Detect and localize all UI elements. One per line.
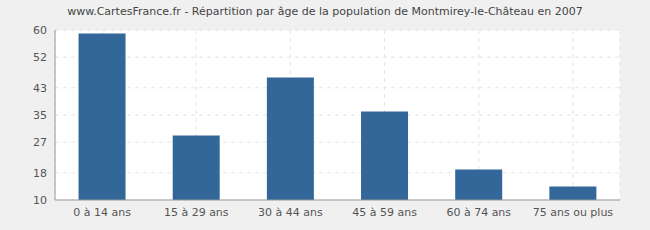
svg-text:60 à 74 ans: 60 à 74 ans: [446, 206, 511, 219]
svg-text:75 ans ou plus: 75 ans ou plus: [533, 206, 614, 219]
svg-text:15 à 29 ans: 15 à 29 ans: [164, 206, 229, 219]
svg-text:18: 18: [33, 167, 47, 180]
svg-text:60: 60: [33, 24, 47, 37]
svg-text:10: 10: [33, 194, 47, 207]
svg-text:43: 43: [33, 82, 47, 95]
svg-text:45 à 59 ans: 45 à 59 ans: [352, 206, 417, 219]
svg-text:30 à 44 ans: 30 à 44 ans: [258, 206, 323, 219]
svg-text:27: 27: [33, 136, 47, 149]
html-text:www.CartesFrance.fr - Répartit: www.CartesFrance.fr - Répartition par âg…: [67, 5, 583, 18]
svg-text:52: 52: [33, 51, 47, 64]
svg-text:35: 35: [33, 109, 47, 122]
svg-text:0 à 14 ans: 0 à 14 ans: [73, 206, 131, 219]
